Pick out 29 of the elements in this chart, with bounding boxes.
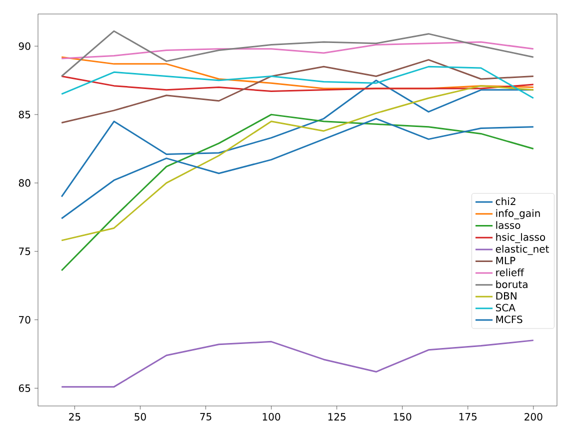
- x-tick-label: 50: [134, 413, 146, 421]
- y-tick-label: 65: [18, 384, 30, 392]
- x-tick-label: 150: [394, 413, 412, 421]
- legend-label: lasso: [496, 221, 520, 229]
- y-tick-label: 70: [19, 316, 30, 324]
- legend-label: hsic_lasso: [496, 233, 546, 244]
- legend-label: SCA: [496, 304, 516, 312]
- y-tick-label: 90: [18, 42, 30, 50]
- x-tick-label: 100: [262, 413, 280, 421]
- legend-label: DBN: [496, 292, 516, 300]
- x-tick-label: 200: [524, 413, 542, 421]
- x-tick-label: 175: [459, 413, 477, 420]
- x-tick-label: 125: [328, 413, 346, 421]
- line-series: [60, 59, 534, 124]
- x-tick-label: 25: [69, 413, 80, 421]
- line-series: [60, 340, 534, 388]
- legend-label: elastic_net: [496, 244, 549, 255]
- legend-label: MCFS: [496, 316, 522, 324]
- y-tick-label: 85: [18, 110, 30, 118]
- y-tick-label: 75: [19, 248, 30, 256]
- legend-label: boruta: [496, 280, 528, 288]
- line-series: [60, 30, 534, 77]
- legend-label: chi2: [496, 197, 516, 206]
- legend-label: info_gain: [496, 209, 540, 220]
- y-tick-label: 80: [18, 179, 30, 187]
- x-tick-label: 75: [200, 413, 212, 420]
- legend-label: MLP: [496, 256, 516, 264]
- line-series: [60, 66, 534, 99]
- legend-label: relieff: [496, 268, 524, 276]
